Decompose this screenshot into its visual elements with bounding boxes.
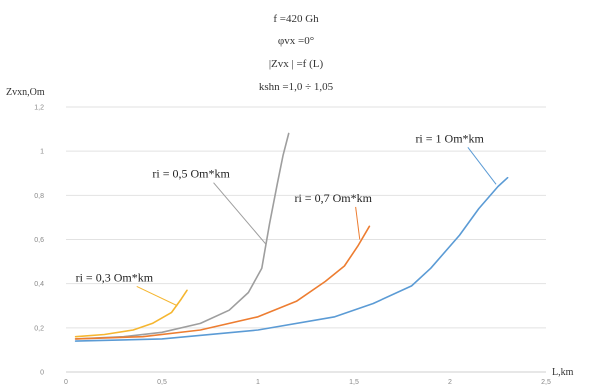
y-tick-label: 0,8 (34, 193, 44, 200)
y-tick-label: 1,2 (34, 105, 44, 112)
header-line-phase: φvx =0° (278, 35, 314, 47)
annotations: ri = 0,3 Om*km ri = 0,5 Om*km ri = 0,7 Om*… (76, 131, 497, 307)
axes: 0 0,2 0,4 0,6 0,8 1 1,2 0 0,5 1 1,5 2 2,5 (34, 105, 551, 387)
grid (66, 106, 546, 373)
y-axis-label: Zvxn,Om (6, 87, 45, 98)
y-tick-label: 0 (40, 370, 44, 377)
header-line-coefficient: kshn =1,0 ÷ 1,05 (259, 81, 334, 93)
header-line-impedance: |Zvx | =f (L) (269, 58, 324, 70)
x-tick-label: 2,5 (541, 379, 551, 386)
series-annotation-label: ri = 0,5 Om*km (152, 167, 230, 181)
series-line-2 (74, 225, 371, 340)
series-annotation-label: ri = 0,7 Om*km (294, 191, 372, 205)
series-line-3 (74, 176, 509, 342)
series-annotation-label: ri = 1 Om*km (415, 131, 484, 145)
x-tick-label: 0,5 (157, 379, 167, 386)
y-tick-label: 0,2 (34, 325, 44, 332)
x-tick-label: 2 (448, 379, 452, 386)
y-tick-label: 0,6 (34, 237, 44, 244)
y-tick-label: 0,4 (34, 281, 44, 288)
annotation-leader-line (136, 286, 178, 307)
series-annotation-label: ri = 0,3 Om*km (76, 270, 154, 284)
x-tick-label: 1,5 (349, 379, 359, 386)
header-line-frequency: f =420 Gh (273, 13, 319, 25)
x-tick-label: 1 (256, 379, 260, 386)
series-lines (74, 132, 509, 342)
x-axis-label: L,km (552, 367, 574, 378)
annotation-leader-line (355, 206, 361, 240)
series-line-0 (74, 289, 188, 338)
x-tick-label: 0 (64, 379, 68, 386)
series-line-1 (74, 132, 290, 340)
y-tick-label: 1 (40, 149, 44, 156)
annotation-leader-line (213, 182, 267, 245)
annotation-leader-line (467, 147, 497, 185)
